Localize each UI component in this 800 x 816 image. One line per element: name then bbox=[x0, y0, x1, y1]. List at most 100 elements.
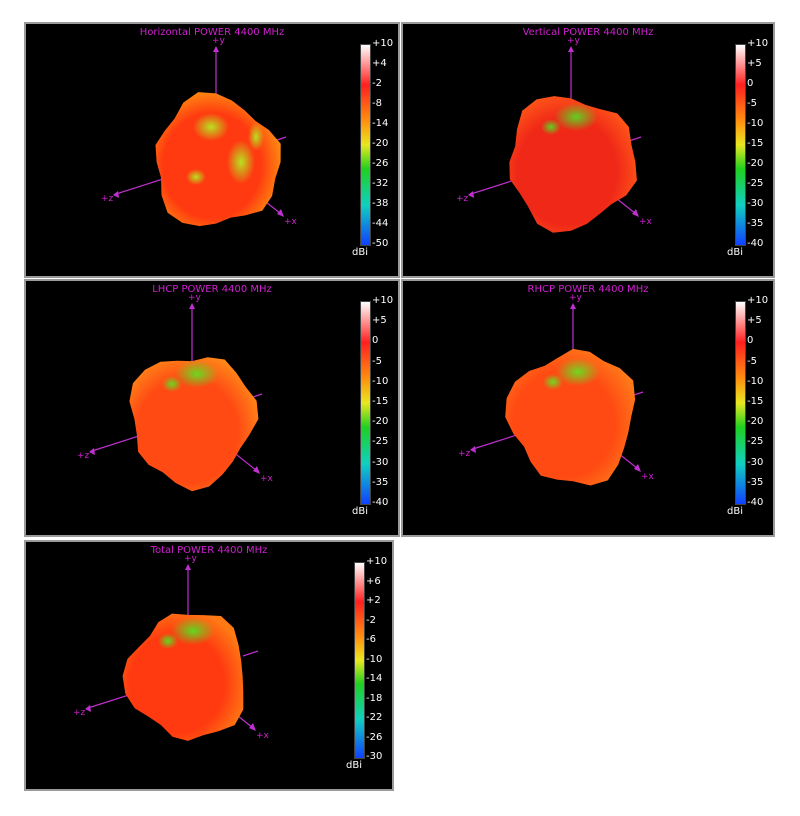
pattern-panel: +y +z +x LHCP POWER 4400 MHz +10 +5 0 -5 -10 -15 -… bbox=[24, 279, 400, 537]
colorbar-tick-label: -25 bbox=[747, 178, 764, 189]
z-axis-label: +z bbox=[77, 451, 90, 461]
colorbar-tick-label: -30 bbox=[747, 198, 764, 209]
colorbar-tick-label: -10 bbox=[366, 653, 383, 665]
panel-title: RHCP POWER 4400 MHz bbox=[527, 284, 649, 295]
pattern-null-region bbox=[543, 374, 563, 390]
colorbar-tick-label: +5 bbox=[747, 315, 762, 327]
y-arrowhead bbox=[213, 46, 219, 52]
colorbar-tick-label: -5 bbox=[747, 98, 757, 109]
colorbar bbox=[360, 301, 371, 505]
pattern-lobe bbox=[524, 142, 594, 206]
pattern-null-region bbox=[162, 376, 182, 392]
y-arrowhead bbox=[570, 303, 576, 309]
x-arrowhead bbox=[632, 209, 639, 217]
colorbar-tick-label: -8 bbox=[372, 98, 382, 109]
colorbar-tick-label: +2 bbox=[366, 595, 381, 606]
pattern-null-region bbox=[158, 633, 178, 649]
panel-title: LHCP POWER 4400 MHz bbox=[152, 284, 272, 295]
colorbar-tick-label: +6 bbox=[366, 575, 381, 587]
colorbar-unit: dBi bbox=[352, 247, 368, 258]
colorbar-tick-label: -44 bbox=[372, 218, 389, 229]
pattern-lobe bbox=[145, 400, 215, 462]
colorbar-tick-label: +10 bbox=[747, 295, 769, 306]
panel-title: Total POWER 4400 MHz bbox=[150, 545, 268, 556]
colorbar-tick-label: -35 bbox=[747, 476, 764, 488]
z-axis-label: +z bbox=[456, 194, 469, 204]
colorbar-tick-label: -10 bbox=[747, 375, 764, 387]
colorbar-tick-label: -5 bbox=[747, 355, 757, 367]
colorbar-tick-label: -5 bbox=[372, 355, 382, 367]
radiation-pattern-plot bbox=[468, 46, 642, 233]
radiation-pattern-plot bbox=[89, 303, 263, 492]
colorbar-tick-label: +10 bbox=[372, 295, 394, 306]
x-arrowhead bbox=[253, 466, 260, 474]
colorbar-tick-label: +5 bbox=[747, 58, 762, 69]
z-axis-label: +z bbox=[458, 449, 471, 459]
colorbar-tick-label: 0 bbox=[747, 335, 754, 347]
pattern-lobe bbox=[526, 397, 596, 461]
y-axis-label: +y bbox=[567, 36, 580, 46]
pattern-null-region bbox=[227, 140, 255, 184]
colorbar-tick-label: +5 bbox=[372, 315, 387, 327]
y-axis-label: +y bbox=[569, 293, 582, 303]
colorbar bbox=[354, 562, 365, 759]
colorbar-tick-label: -40 bbox=[747, 238, 764, 249]
colorbar-tick-label: -20 bbox=[747, 158, 764, 169]
colorbar-tick-label: -32 bbox=[372, 178, 389, 189]
x-axis-label: +x bbox=[639, 217, 652, 227]
y-axis-label: +y bbox=[184, 554, 197, 564]
colorbar-tick-label: +10 bbox=[747, 38, 769, 49]
pattern-panel: +y +z +x Total POWER 4400 MHz +10 +6 +2 -2 -6 -10… bbox=[24, 540, 394, 791]
colorbar-tick-label: -30 bbox=[366, 751, 383, 762]
x-arrowhead bbox=[277, 209, 284, 217]
pattern-null-region bbox=[541, 119, 561, 135]
colorbar-tick-label: -25 bbox=[747, 436, 764, 448]
x-arrowhead bbox=[634, 464, 641, 472]
pattern-lobe bbox=[143, 658, 209, 718]
colorbar-tick-label: -25 bbox=[372, 436, 389, 448]
x-axis-label: +x bbox=[260, 474, 273, 484]
colorbar-tick-label: -6 bbox=[366, 634, 376, 645]
x-axis-label: +x bbox=[256, 731, 269, 741]
colorbar bbox=[360, 44, 371, 246]
colorbar-tick-label: -15 bbox=[372, 396, 389, 407]
colorbar-tick-label: -15 bbox=[747, 138, 764, 149]
colorbar-tick-label: -40 bbox=[372, 497, 389, 508]
z-arrowhead bbox=[89, 448, 95, 455]
colorbar-tick-label: -20 bbox=[372, 416, 389, 428]
z-arrowhead bbox=[468, 191, 474, 198]
pattern-null-region bbox=[171, 617, 215, 645]
colorbar bbox=[735, 301, 746, 505]
colorbar-tick-label: -35 bbox=[372, 476, 389, 488]
colorbar-tick-label: -26 bbox=[366, 731, 383, 743]
radiation-pattern-plot bbox=[85, 564, 259, 741]
colorbar-tick-label: -40 bbox=[747, 497, 764, 508]
colorbar-tick-label: -14 bbox=[366, 673, 383, 684]
colorbar bbox=[735, 44, 746, 246]
pattern-panel: +y +z +x RHCP POWER 4400 MHz +10 +5 0 -5 -10 -15 -… bbox=[401, 279, 775, 537]
colorbar-tick-label: -38 bbox=[372, 198, 389, 209]
colorbar-tick-label: +10 bbox=[372, 38, 394, 49]
y-arrowhead bbox=[568, 46, 574, 52]
colorbar-tick-label: 0 bbox=[372, 335, 379, 347]
colorbar-unit: dBi bbox=[352, 506, 368, 517]
z-axis-label: +z bbox=[73, 708, 86, 718]
z-arrowhead bbox=[85, 705, 91, 712]
colorbar-tick-label: -20 bbox=[747, 416, 764, 428]
colorbar-unit: dBi bbox=[727, 506, 743, 517]
colorbar-tick-label: +10 bbox=[366, 556, 388, 567]
radiation-pattern-plot bbox=[113, 46, 287, 227]
colorbar-tick-label: 0 bbox=[747, 78, 754, 89]
colorbar-tick-label: -22 bbox=[366, 712, 383, 723]
colorbar-tick-label: -10 bbox=[372, 375, 389, 387]
colorbar-tick-label: -50 bbox=[372, 238, 389, 249]
z-axis-label: +z bbox=[101, 194, 114, 204]
colorbar-unit: dBi bbox=[727, 247, 743, 258]
colorbar-unit: dBi bbox=[346, 760, 362, 771]
x-arrowhead bbox=[249, 723, 256, 731]
colorbar-tick-label: -2 bbox=[366, 614, 376, 626]
z-arrowhead bbox=[113, 191, 119, 198]
axis-stub bbox=[242, 650, 259, 657]
y-axis-label: +y bbox=[212, 36, 225, 46]
x-axis-label: +x bbox=[284, 217, 297, 227]
